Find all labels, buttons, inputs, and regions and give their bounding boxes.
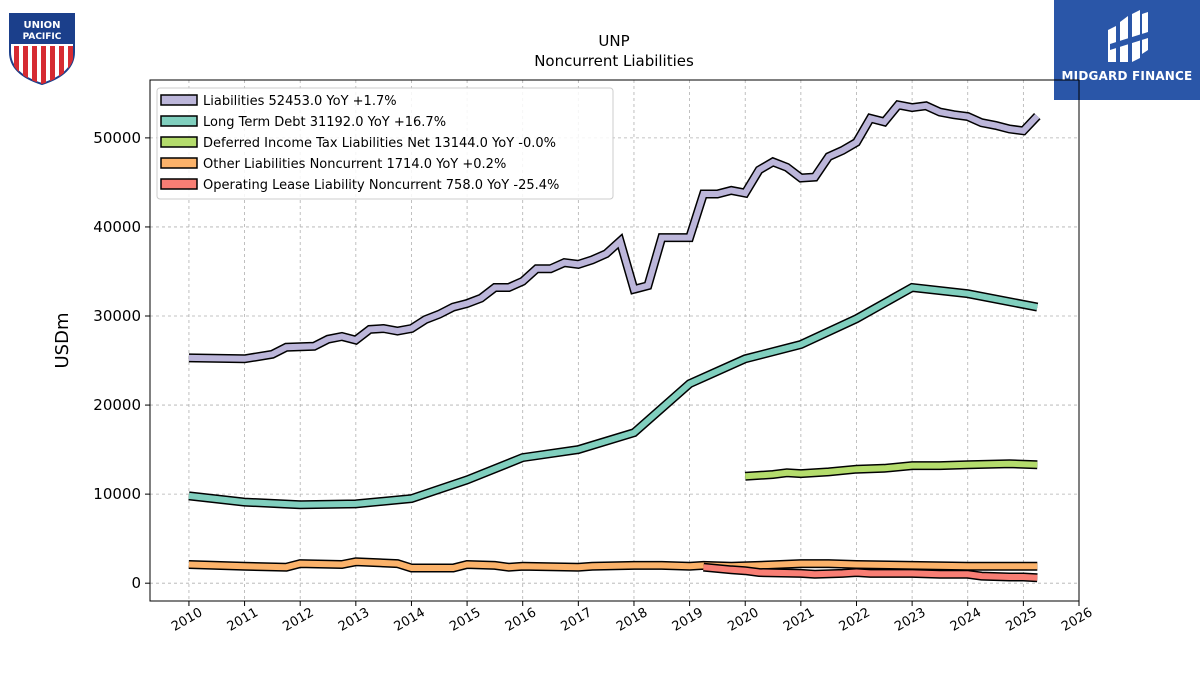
svg-text:PACIFIC: PACIFIC <box>23 32 62 42</box>
brand-name: MIDGARD FINANCE <box>1061 69 1193 83</box>
svg-text:UNION: UNION <box>23 20 60 31</box>
series-1 <box>188 99 1041 364</box>
y-tick-label: 40000 <box>93 218 141 236</box>
series-line <box>188 558 1038 571</box>
series-4 <box>188 557 1038 573</box>
legend-entry: Long Term Debt 31192.0 YoY +16.7% <box>203 115 446 130</box>
y-tick-label: 30000 <box>93 307 141 325</box>
x-tick-label: 2024 <box>948 605 984 635</box>
series-line <box>745 460 1038 480</box>
y-tick-label: 0 <box>131 574 141 592</box>
legend-box <box>156 87 614 200</box>
x-tick-label: 2023 <box>892 605 928 635</box>
plot-frame <box>149 79 1080 602</box>
x-tick-label: 2025 <box>1004 605 1040 635</box>
x-axis: 2010 2011 2012 2013 2014 2015 2016 2017 2018 2019… <box>169 601 1095 635</box>
x-tick-label: 2011 <box>225 605 261 635</box>
y-axis: 0 10000 20000 30000 40000 50000 <box>93 129 150 592</box>
series-line <box>703 564 1038 581</box>
legend-swatch <box>160 115 198 127</box>
legend-entry: Other Liabilities Noncurrent 1714.0 YoY … <box>203 157 506 172</box>
x-tick-label: 2021 <box>781 605 817 635</box>
chart-ticker-title: UNP <box>598 32 630 50</box>
x-tick-label: 2017 <box>559 605 595 635</box>
x-tick-label: 2015 <box>447 605 483 635</box>
series-line-outline <box>188 282 1039 510</box>
legend-swatch <box>160 178 198 190</box>
legend-entry: Deferred Income Tax Liabilities Net 1314… <box>203 136 556 151</box>
y-tick-label: 10000 <box>93 485 141 503</box>
y-axis-label: USDm <box>52 313 73 369</box>
legend-swatch <box>160 157 198 169</box>
series-line <box>188 101 1040 362</box>
midgard-finance-logo: MIDGARD FINANCE <box>1054 0 1200 100</box>
x-tick-label: 2019 <box>670 605 706 635</box>
union-pacific-shield-icon: UNION PACIFIC <box>9 13 75 86</box>
midgard-mark-icon <box>1108 10 1148 62</box>
x-tick-label: 2014 <box>392 605 428 635</box>
x-tick-label: 2012 <box>280 605 316 635</box>
x-tick-label: 2020 <box>725 605 761 635</box>
x-tick-label: 2018 <box>614 605 650 635</box>
x-tick-label: 2010 <box>169 605 205 635</box>
legend-entry: Operating Lease Liability Noncurrent 758… <box>203 178 559 193</box>
x-tick-label: 2026 <box>1059 605 1095 635</box>
x-tick-label: 2022 <box>837 605 873 635</box>
series-3 <box>744 459 1038 481</box>
series-5 <box>703 562 1038 583</box>
series-line <box>188 284 1038 508</box>
x-tick-label: 2013 <box>336 605 372 635</box>
x-tick-label: 2016 <box>503 605 539 635</box>
series-2 <box>188 282 1039 510</box>
legend: Liabilities 52453.0 YoY +1.7% Long Term D… <box>156 87 614 200</box>
legend-swatch <box>160 94 198 106</box>
legend-swatch <box>160 136 198 148</box>
legend-entry: Liabilities 52453.0 YoY +1.7% <box>203 94 397 109</box>
y-tick-label: 50000 <box>93 129 141 147</box>
chart-subtitle: Noncurrent Liabilities <box>534 52 694 70</box>
series-layer <box>188 99 1041 583</box>
union-pacific-logo: UNION PACIFIC <box>6 8 78 86</box>
y-tick-label: 20000 <box>93 396 141 414</box>
